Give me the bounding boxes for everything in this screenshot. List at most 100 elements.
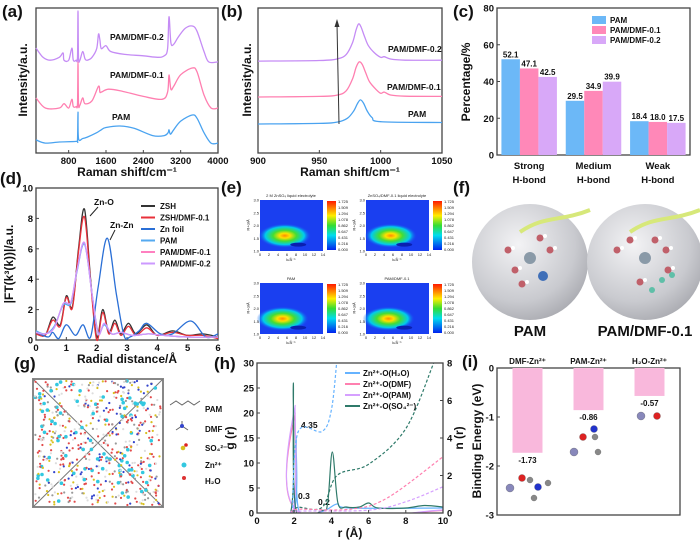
panel-c-legend-label: PAM/DMF-0.2 — [610, 36, 661, 45]
molecule-dot — [127, 389, 130, 392]
molecule-dot — [151, 436, 154, 439]
heatmap-ylabel: R+α/Å — [352, 219, 357, 231]
molecule-dot — [154, 414, 157, 417]
molecule-dot — [91, 495, 94, 498]
panel-h-right-ytick-label: 6 — [447, 396, 452, 407]
dmf-atom-icon — [669, 272, 675, 278]
molecule-dot — [81, 383, 84, 386]
panel-c-bar-label: 47.1 — [521, 59, 537, 68]
heatmap-minimum — [290, 242, 307, 247]
molecule-dot — [112, 485, 116, 488]
heatmap-ytick-label: 1.5 — [253, 319, 259, 324]
molecule-dot — [87, 437, 90, 440]
polymer-chain-icon — [628, 208, 700, 234]
molecule-dot — [138, 438, 141, 441]
molecule-dot — [70, 430, 73, 433]
molecule-dot — [34, 499, 37, 502]
molecule-dot — [155, 494, 158, 497]
molecule-dot — [41, 443, 44, 447]
molecule-dot — [128, 440, 131, 443]
panel-h-series-line — [290, 486, 443, 513]
panel-i-ytick-label: 0 — [489, 364, 494, 375]
molecule-dot — [79, 487, 82, 491]
molecule-dot — [88, 405, 91, 408]
molecule-dot — [97, 471, 100, 475]
colorbar-tick-label: 1.078 — [338, 217, 349, 222]
molecule-dot — [76, 483, 79, 486]
molecule-dot — [146, 407, 149, 410]
colorbar-tick-label: 0.216 — [338, 324, 349, 329]
zinc-ion-icon — [639, 252, 651, 264]
molecule-dot — [70, 470, 73, 473]
molecule-dot — [125, 481, 128, 484]
molecule-dot — [87, 389, 90, 392]
heatmap-xtick-label: 2 — [374, 252, 377, 257]
panel-b-series-line — [257, 23, 443, 62]
molecule-dot — [83, 433, 86, 436]
molecule-dot — [139, 487, 142, 490]
molecule-dot — [50, 483, 53, 486]
colorbar-tick-label: 1.078 — [444, 300, 455, 305]
panel-h-xtick-label: 6 — [366, 516, 371, 527]
heatmap-xtick-label: 10 — [409, 335, 414, 340]
dmf-nitrogen-icon — [180, 424, 184, 428]
panel-d-legend-label: ZSH — [160, 202, 176, 211]
molecule-dot — [119, 385, 122, 388]
molecule-dot — [155, 475, 158, 478]
colorbar-tick-label: 1.078 — [338, 300, 349, 305]
molecule-dot — [40, 472, 44, 477]
molecule-dot — [68, 417, 71, 420]
panel-a-xtick-label: 2400 — [133, 156, 154, 167]
molecule-dot — [85, 466, 88, 469]
colorbar-tick-label: 0.431 — [444, 235, 455, 240]
molecule-dot — [58, 424, 62, 427]
molecule-dot — [58, 467, 62, 470]
panel-label-b: (b) — [221, 2, 243, 21]
panel-h-series-line — [257, 382, 443, 513]
molecule-dot — [109, 408, 112, 412]
molecule-dot — [141, 499, 144, 502]
panel-h-series — [257, 363, 443, 513]
molecule-dot — [73, 500, 76, 503]
panel-c-bar — [648, 121, 668, 155]
legend-sulfate: SO₄²⁻ — [205, 444, 227, 453]
molecule-dot — [135, 470, 138, 473]
molecule-dot — [56, 457, 59, 460]
panel-d-xtick-label: 0 — [33, 343, 38, 354]
molecule-dot — [86, 406, 89, 409]
molecule-dot — [146, 384, 149, 387]
molecule-dot — [38, 455, 41, 458]
molecule-dot — [40, 397, 43, 400]
panel-d-xlabel: Radial distance/Å — [77, 351, 177, 366]
molecule-dot — [152, 455, 155, 458]
colorbar-tick-label: 1.509 — [338, 288, 349, 293]
molecule-dot — [150, 453, 153, 456]
molecule-dot — [84, 453, 87, 456]
panel-b-ylabel: Intensity/a.u. — [240, 43, 254, 116]
panel-h-legend-label: Zn²⁺-O(SO₄²⁻) — [363, 402, 416, 411]
colorbar-tick-label: 0.647 — [444, 229, 455, 234]
molecule-dot — [46, 401, 50, 404]
molecule-dot — [98, 399, 102, 402]
panel-f-solvation-illustrations: PAM PAM/DMF-0.1 — [472, 204, 700, 340]
colorbar-tick-label: 0.862 — [444, 223, 455, 228]
molecule-dot — [125, 460, 129, 465]
molecule-dot — [65, 446, 68, 449]
molecule-dot — [53, 503, 56, 506]
panel-d-ytick-label: 6 — [28, 244, 33, 255]
molecule-dot — [89, 381, 92, 384]
molecule-dot — [42, 389, 45, 392]
molecule-dot — [84, 395, 87, 398]
molecule-dot — [85, 424, 88, 427]
molecule-dot — [38, 435, 42, 438]
molecule-dot — [45, 490, 49, 493]
molecule-dot — [95, 442, 98, 445]
molecule-dot — [65, 379, 68, 383]
molecule-dot — [96, 487, 99, 490]
heatmap-ytick-label: 2.0 — [253, 223, 259, 228]
molecule-dot — [124, 440, 127, 443]
panel-c-legend-swatch — [592, 36, 606, 44]
panel-i-ytick-label: -1 — [486, 413, 495, 424]
panel-c-bar — [565, 100, 585, 155]
panel-c-bar — [584, 90, 603, 155]
